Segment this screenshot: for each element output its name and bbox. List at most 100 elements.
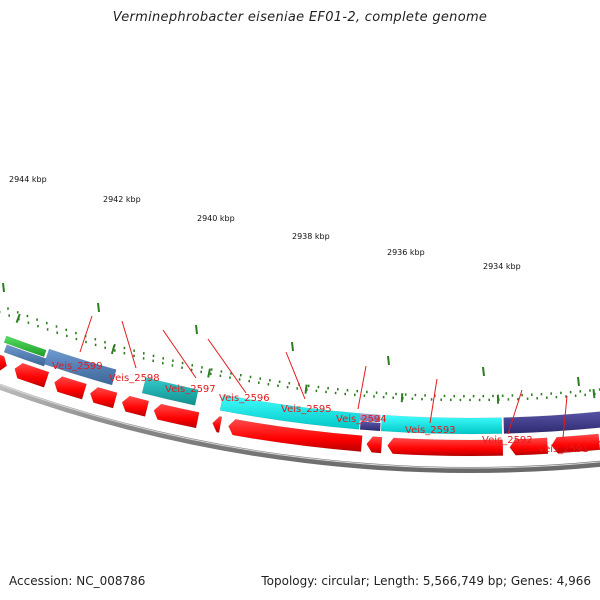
minor-tick-mark xyxy=(104,346,106,349)
minor-tick-mark xyxy=(114,349,116,352)
label-leader-line xyxy=(79,315,93,353)
scale-label: 2940 kbp xyxy=(197,214,235,223)
label-leader-line xyxy=(207,338,247,394)
inner-minor-tick xyxy=(453,394,455,398)
label-leader-line xyxy=(162,329,197,379)
minor-tick-mark xyxy=(46,328,49,331)
inner-minor-tick xyxy=(414,393,417,397)
minor-tick-mark xyxy=(267,383,270,386)
inner-minor-tick xyxy=(356,389,358,393)
major-tick-mark xyxy=(592,389,596,399)
inner-minor-tick xyxy=(569,390,572,394)
inner-major-tick xyxy=(577,376,580,387)
minor-tick-mark xyxy=(56,331,58,334)
inner-minor-tick xyxy=(240,374,242,377)
gene-label: Veis_2593 xyxy=(405,425,456,436)
minor-tick-mark xyxy=(229,376,231,379)
inner-major-tick xyxy=(195,324,198,335)
gene-label: Veis_2595 xyxy=(281,404,332,415)
inner-minor-tick xyxy=(443,394,446,398)
inner-minor-tick xyxy=(220,370,223,373)
minor-tick-mark xyxy=(286,385,289,389)
major-tick-mark xyxy=(207,368,211,378)
minor-tick-mark xyxy=(123,352,126,355)
minor-tick-mark xyxy=(440,398,442,401)
minor-tick-mark xyxy=(565,395,567,398)
gene-label: Veis_2598 xyxy=(109,373,160,384)
minor-tick-mark xyxy=(219,374,222,378)
label-leader-line xyxy=(357,365,367,410)
minor-tick-mark xyxy=(238,378,241,381)
cds-arrow xyxy=(121,395,150,417)
gene-label: Veis_2599 xyxy=(52,361,103,372)
inner-minor-tick xyxy=(346,389,349,392)
inner-minor-tick xyxy=(230,372,232,375)
minor-tick-mark xyxy=(75,337,78,341)
minor-tick-mark xyxy=(382,395,385,399)
inner-minor-tick xyxy=(521,393,523,397)
inner-minor-tick xyxy=(424,394,426,397)
label-leader-line xyxy=(121,320,137,369)
inner-minor-tick xyxy=(307,384,310,388)
inner-minor-tick xyxy=(181,361,184,365)
scale-label: 2942 kbp xyxy=(103,195,141,204)
inner-minor-tick xyxy=(65,328,67,332)
minor-tick-mark xyxy=(325,390,327,394)
inner-major-tick xyxy=(2,282,5,293)
label-leader-line xyxy=(507,389,523,435)
minor-tick-mark xyxy=(248,379,250,383)
minor-tick-mark xyxy=(85,340,87,344)
minor-tick-mark xyxy=(344,392,346,396)
minor-tick-mark xyxy=(27,321,30,324)
label-leader-lines xyxy=(79,315,568,439)
inner-minor-tick xyxy=(385,392,388,395)
inner-major-tick xyxy=(482,366,485,377)
minor-tick-mark xyxy=(478,398,481,402)
inner-minor-tick xyxy=(366,390,368,394)
inner-minor-tick xyxy=(46,321,48,325)
minor-tick-mark xyxy=(430,398,433,401)
genome-info-text: Topology: circular; Length: 5,566,749 bp… xyxy=(261,574,591,588)
minor-tick-mark xyxy=(334,391,337,395)
homology-block xyxy=(43,348,117,386)
inner-minor-tick xyxy=(327,387,329,390)
scale-label-group: 2944 kbp 2942 kbp 2940 kbp 2938 kbp 2936 kbp… xyxy=(9,175,521,271)
minor-tick-mark xyxy=(469,398,471,402)
map-title: Verminephrobacter eiseniae EF01-2, compl… xyxy=(112,10,488,25)
minor-tick-mark xyxy=(66,334,68,338)
label-leader-line xyxy=(285,351,306,400)
minor-tick-mark xyxy=(507,398,510,401)
minor-tick-mark xyxy=(200,370,202,374)
homology-block xyxy=(3,335,47,358)
cds-arrow xyxy=(366,436,383,454)
inner-minor-tick xyxy=(210,368,213,371)
inner-minor-tick xyxy=(550,392,552,395)
label-leader-line xyxy=(429,378,438,424)
inner-minor-tick xyxy=(375,391,378,394)
accession-text: Accession: NC_008786 xyxy=(9,574,146,588)
minor-tick-mark xyxy=(37,324,39,328)
minor-tick-mark xyxy=(190,368,193,372)
inner-tick-ring xyxy=(2,282,600,398)
blast-track xyxy=(3,335,600,435)
inner-minor-tick xyxy=(337,388,339,391)
minor-tick-mark xyxy=(584,393,586,397)
cds-arrow xyxy=(228,419,363,452)
scale-label: 2936 kbp xyxy=(387,248,425,257)
inner-minor-tick xyxy=(191,364,194,367)
minor-tick-mark xyxy=(526,397,529,400)
minor-tick-mark xyxy=(8,314,10,317)
minor-tick-mark xyxy=(181,366,183,369)
genome-backbone xyxy=(0,383,600,473)
backbone-arc xyxy=(0,383,600,473)
minor-tick-mark xyxy=(555,395,558,399)
inner-minor-tick xyxy=(94,338,97,341)
gene-label: Veis_2592 xyxy=(482,435,533,446)
inner-minor-tick xyxy=(482,394,485,398)
inner-minor-tick xyxy=(472,394,475,398)
inner-minor-tick xyxy=(143,352,145,355)
inner-major-tick xyxy=(97,302,100,313)
inner-minor-tick xyxy=(317,385,320,389)
